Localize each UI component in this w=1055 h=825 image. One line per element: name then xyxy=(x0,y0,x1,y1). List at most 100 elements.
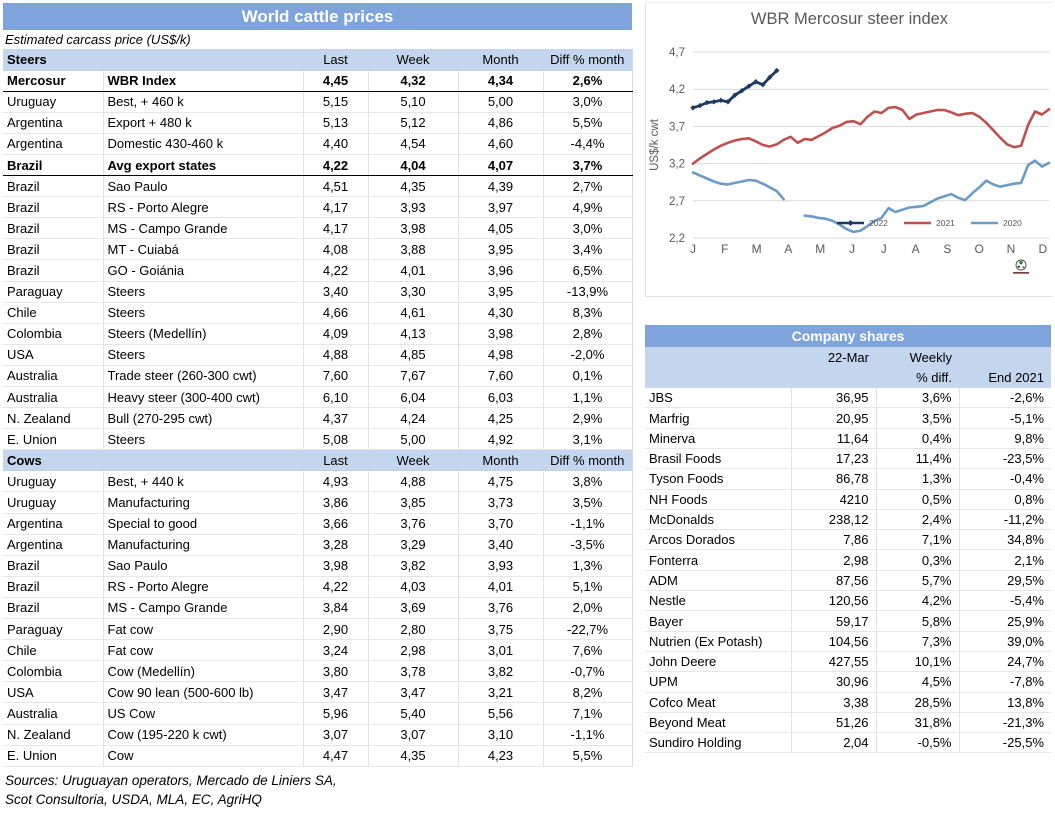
share-row: Arcos Dorados 7,86 7,1% 34,8% xyxy=(645,529,1051,551)
price-row: Argentina Export + 480 k 5,13 5,12 4,86 5,5% xyxy=(3,112,633,134)
price-row: Australia Trade steer (260-300 cwt) 7,60 7,… xyxy=(3,365,633,388)
country-cell: USA xyxy=(3,344,104,366)
shares-column-header: Weekly xyxy=(876,347,959,368)
country-cell: Chile xyxy=(3,639,104,662)
share-value-cell: 7,1% xyxy=(876,529,960,551)
value-cell: 0,1% xyxy=(543,365,633,388)
value-cell: 3,82 xyxy=(368,555,459,577)
price-row: N. Zealand Bull (270-295 cwt) 4,37 4,24 4,25… xyxy=(3,407,633,430)
value-cell: 5,1% xyxy=(543,576,633,598)
country-cell: Brazil xyxy=(3,196,104,219)
share-value-cell: 29,5% xyxy=(959,570,1051,592)
price-row: Brazil Sao Paulo 3,98 3,82 3,93 1,3% xyxy=(3,555,633,577)
company-name-cell: McDonalds xyxy=(645,509,792,531)
value-cell: 6,04 xyxy=(368,386,459,409)
shares-column-header: % diff. xyxy=(876,367,959,388)
x-tick-label: A xyxy=(784,242,792,256)
value-cell: 3,47 xyxy=(368,681,459,704)
value-cell: 3,07 xyxy=(303,724,369,746)
share-value-cell: 11,64 xyxy=(791,428,877,449)
share-row: Beyond Meat 51,26 31,8% -21,3% xyxy=(645,712,1051,734)
value-cell: 3,73 xyxy=(458,491,544,514)
value-cell: 3,69 xyxy=(368,597,459,620)
value-cell: 3,40 xyxy=(458,534,544,556)
price-row: USA Cow 90 lean (500-600 lb) 3,47 3,47 3,21 8… xyxy=(3,681,633,704)
price-row: Argentina Special to good 3,66 3,76 3,70 -1,1… xyxy=(3,513,633,535)
value-cell: 3,70 xyxy=(458,513,544,535)
share-value-cell: 0,4% xyxy=(876,428,960,449)
country-cell: Uruguay xyxy=(3,491,104,514)
legend-label: 2021 xyxy=(936,218,955,228)
description-cell: MS - Campo Grande xyxy=(103,217,304,240)
column-header: Diff % month xyxy=(543,449,633,472)
country-cell: E. Union xyxy=(3,428,104,451)
share-value-cell: 59,17 xyxy=(791,610,877,632)
x-tick-label: M xyxy=(752,242,762,256)
description-cell: Manufacturing xyxy=(103,534,304,556)
value-cell: 4,32 xyxy=(368,69,459,92)
value-cell: 3,07 xyxy=(368,724,459,746)
value-cell: 3,30 xyxy=(368,281,459,303)
y-tick-label: 4,7 xyxy=(669,47,685,59)
country-cell: Brazil xyxy=(3,576,104,598)
section-header-row: Steers Last Week Month Diff % month xyxy=(3,49,633,71)
value-cell: 3,66 xyxy=(303,513,369,535)
section-header-row: Cows Last Week Month Diff % month xyxy=(3,449,633,472)
description-cell: MT - Cuiabá xyxy=(103,238,304,261)
description-cell: Trade steer (260-300 cwt) xyxy=(103,365,304,388)
share-row: Sundiro Holding 2,04 -0,5% -25,5% xyxy=(645,732,1051,754)
company-name-cell: Marfrig xyxy=(645,407,792,429)
value-cell: 3,29 xyxy=(368,534,459,556)
value-cell: 3,98 xyxy=(368,217,459,240)
price-row: Brazil GO - Goiánia 4,22 4,01 3,96 6,5% xyxy=(3,259,633,282)
description-cell: Cow 90 lean (500-600 lb) xyxy=(103,681,304,704)
country-cell: N. Zealand xyxy=(3,407,104,430)
value-cell: 4,98 xyxy=(458,344,544,366)
share-value-cell: -7,8% xyxy=(959,671,1051,693)
cattle-prices-subtitle: Estimated carcass price (US$/k) xyxy=(5,32,191,47)
price-row: Brazil MS - Campo Grande 3,84 3,69 3,76 2,0% xyxy=(3,597,633,620)
country-cell: Brazil xyxy=(3,597,104,620)
description-cell: WBR Index xyxy=(103,69,304,92)
shares-column-header xyxy=(791,367,876,388)
value-cell: 4,04 xyxy=(368,153,459,177)
company-name-cell: John Deere xyxy=(645,651,792,673)
value-cell: 3,80 xyxy=(303,660,369,683)
cattle-prices-title: World cattle prices xyxy=(3,3,632,30)
value-cell: 3,75 xyxy=(458,618,544,641)
share-row: Nestle 120,56 4,2% -5,4% xyxy=(645,590,1051,612)
share-value-cell: 238,12 xyxy=(791,509,877,531)
column-header: Week xyxy=(368,49,458,71)
share-value-cell: 104,56 xyxy=(791,631,877,652)
country-cell: Brazil xyxy=(3,259,104,282)
value-cell: 5,56 xyxy=(458,702,544,725)
description-cell: Export + 480 k xyxy=(103,112,304,134)
x-tick-label: F xyxy=(721,242,728,256)
share-value-cell: 2,4% xyxy=(876,509,960,531)
cattle-prices-panel: World cattle prices Estimated carcass pr… xyxy=(3,3,633,809)
price-row: Uruguay Best, + 440 k 4,93 4,88 4,75 3,8% xyxy=(3,470,633,493)
description-cell: Domestic 430-460 k xyxy=(103,133,304,155)
column-header: Month xyxy=(458,449,543,472)
value-cell: 6,10 xyxy=(303,386,369,409)
value-cell: 4,45 xyxy=(303,69,369,92)
x-tick-label: S xyxy=(943,242,951,256)
description-cell: MS - Campo Grande xyxy=(103,597,304,620)
value-cell: 4,39 xyxy=(458,175,544,198)
x-tick-label: J xyxy=(849,242,855,256)
country-cell: Argentina xyxy=(3,133,104,155)
value-cell: 4,01 xyxy=(368,259,459,282)
share-value-cell: 0,5% xyxy=(876,489,960,510)
share-value-cell: 0,8% xyxy=(959,489,1051,510)
chart-title: WBR Mercosur steer index xyxy=(750,10,949,28)
x-tick-label: J xyxy=(881,242,887,256)
series-2022-marker xyxy=(774,67,780,74)
share-value-cell: 2,1% xyxy=(959,549,1051,571)
value-cell: 3,01 xyxy=(458,639,544,662)
share-value-cell: 36,95 xyxy=(791,387,877,409)
value-cell: -1,1% xyxy=(543,513,633,535)
company-name-cell: Minerva xyxy=(645,428,792,449)
value-cell: 1,3% xyxy=(543,555,633,577)
value-cell: 5,5% xyxy=(543,112,633,134)
price-row: Paraguay Fat cow 2,90 2,80 3,75 -22,7% xyxy=(3,618,633,641)
